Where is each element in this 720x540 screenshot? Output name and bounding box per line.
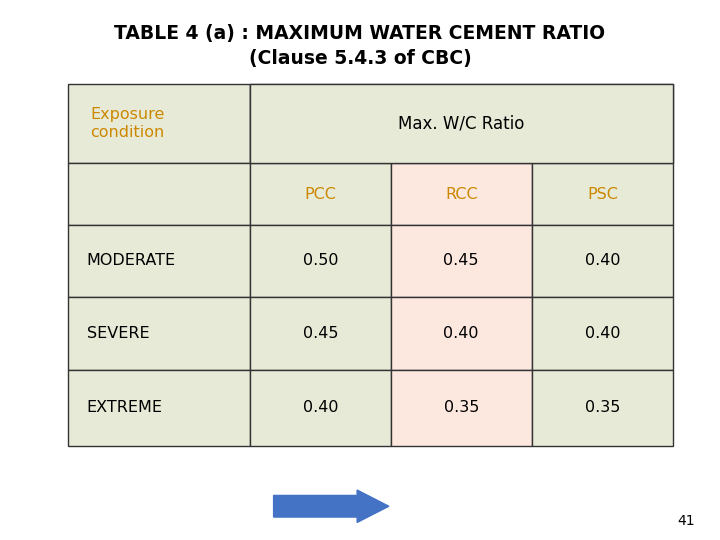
Bar bbox=[531, 84, 673, 163]
Bar bbox=[250, 84, 391, 163]
Text: RCC: RCC bbox=[445, 186, 477, 201]
Bar bbox=[531, 225, 673, 297]
Text: Max. W/C Ratio: Max. W/C Ratio bbox=[398, 114, 525, 132]
Text: Exposure
condition: Exposure condition bbox=[90, 107, 165, 140]
Bar bbox=[250, 84, 673, 163]
Text: 0.50: 0.50 bbox=[302, 253, 338, 268]
Text: PCC: PCC bbox=[305, 186, 336, 201]
Text: MODERATE: MODERATE bbox=[86, 253, 176, 268]
Text: SEVERE: SEVERE bbox=[86, 326, 149, 341]
Text: 0.40: 0.40 bbox=[302, 400, 338, 415]
FancyArrow shape bbox=[274, 490, 389, 523]
Bar bbox=[68, 297, 250, 369]
Bar bbox=[68, 369, 250, 445]
Bar bbox=[531, 297, 673, 369]
Bar bbox=[250, 369, 391, 445]
Bar bbox=[68, 163, 250, 225]
Bar bbox=[391, 163, 531, 225]
Bar bbox=[391, 297, 531, 369]
Bar bbox=[531, 163, 673, 225]
Bar bbox=[391, 84, 531, 163]
Bar bbox=[68, 84, 250, 163]
Text: 0.40: 0.40 bbox=[585, 326, 620, 341]
Text: 0.35: 0.35 bbox=[444, 400, 479, 415]
Bar bbox=[68, 225, 250, 297]
Text: 0.35: 0.35 bbox=[585, 400, 620, 415]
Text: 0.40: 0.40 bbox=[585, 253, 620, 268]
Text: 0.40: 0.40 bbox=[444, 326, 479, 341]
Text: PSC: PSC bbox=[587, 186, 618, 201]
Bar bbox=[250, 163, 391, 225]
Text: EXTREME: EXTREME bbox=[86, 400, 163, 415]
Bar bbox=[250, 225, 391, 297]
Bar bbox=[391, 369, 531, 445]
Text: 0.45: 0.45 bbox=[302, 326, 338, 341]
Bar bbox=[391, 225, 531, 297]
Text: (Clause 5.4.3 of CBC): (Clause 5.4.3 of CBC) bbox=[248, 49, 472, 68]
Text: TABLE 4 (a) : MAXIMUM WATER CEMENT RATIO: TABLE 4 (a) : MAXIMUM WATER CEMENT RATIO bbox=[114, 24, 606, 43]
Text: 41: 41 bbox=[678, 514, 695, 528]
Bar bbox=[531, 369, 673, 445]
Bar bbox=[250, 297, 391, 369]
Text: 0.45: 0.45 bbox=[444, 253, 479, 268]
